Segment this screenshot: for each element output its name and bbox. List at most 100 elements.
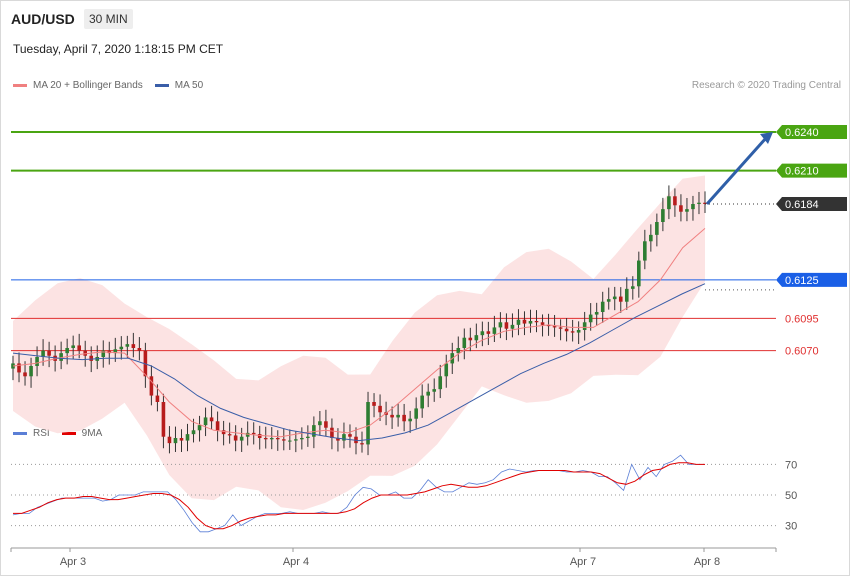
level-label-1: 0.6210	[785, 166, 819, 178]
level-tag-2	[776, 272, 847, 287]
rsi-tick-1: 50	[785, 490, 797, 502]
level-label-2: 0.6125	[785, 275, 819, 287]
candle-body	[300, 438, 304, 440]
candle-body	[197, 425, 202, 431]
candle-body	[630, 286, 635, 289]
candle-body	[173, 438, 178, 444]
candle-body	[438, 376, 443, 390]
candle-body	[456, 348, 461, 354]
rsi-tick-2: 30	[785, 521, 797, 533]
candle-body	[492, 327, 497, 334]
candle-body	[281, 439, 286, 441]
candle-body	[673, 196, 677, 206]
candle-body	[444, 363, 449, 377]
legend-ma20-label: MA 20 + Bollinger Bands	[33, 80, 143, 91]
candle-body	[462, 337, 467, 348]
candle-body	[661, 209, 665, 222]
candle-body	[552, 326, 557, 328]
candle-body	[245, 432, 250, 437]
candle-body	[35, 357, 39, 366]
candle-body	[504, 322, 509, 329]
candle-body	[71, 345, 75, 348]
candle-body	[618, 296, 623, 302]
candle-body	[540, 322, 545, 325]
candle-body	[378, 405, 382, 413]
ma20-line	[12, 228, 706, 438]
timeframe-badge[interactable]: 30 MIN	[84, 9, 133, 29]
candle-body	[161, 402, 166, 437]
candle-body	[167, 436, 172, 444]
legend-rsi-label: RSI	[33, 428, 50, 439]
candle-body	[703, 202, 707, 204]
candle-body	[606, 299, 611, 302]
level-label-0: 0.6240	[785, 127, 819, 139]
candle-body	[101, 350, 106, 357]
candle-body	[348, 434, 352, 437]
candle-body	[324, 421, 328, 428]
candle-body	[59, 353, 63, 361]
candle-body	[390, 414, 394, 418]
candle-body	[468, 337, 473, 341]
candle-body	[414, 408, 418, 419]
candle-body	[649, 234, 653, 242]
candle-body	[179, 438, 184, 441]
candle-body	[528, 321, 533, 324]
rsi-swatch	[13, 432, 27, 435]
candle-body	[366, 402, 370, 445]
symbol-title: AUD/USD	[11, 11, 75, 27]
bias-arrow-head	[760, 132, 773, 144]
candle-body	[643, 241, 647, 261]
candle-body	[251, 432, 256, 435]
candle-body	[546, 324, 551, 327]
candle-body	[685, 209, 689, 212]
candle-body	[516, 319, 521, 325]
legend-ma50-label: MA 50	[174, 80, 204, 91]
candle-body	[474, 335, 479, 341]
bollinger-band	[13, 175, 705, 510]
candle-body	[65, 348, 69, 354]
candle-body	[263, 438, 268, 440]
level-tag-0	[776, 125, 847, 139]
candle-body	[534, 321, 539, 323]
candle-body	[41, 350, 45, 357]
candle-body	[408, 418, 412, 422]
candle-body	[221, 430, 226, 435]
candle-body	[83, 350, 88, 356]
candle-body	[576, 330, 581, 333]
candle-body	[233, 435, 238, 441]
candle-body	[360, 443, 364, 445]
legend-9ma-label: 9MA	[81, 428, 103, 439]
candle-body	[396, 414, 400, 418]
candle-body	[17, 363, 21, 373]
candle-body	[125, 344, 130, 347]
candle-body	[522, 319, 527, 324]
candle-body	[480, 331, 485, 336]
candle-body	[23, 372, 27, 377]
candle-body	[372, 402, 376, 406]
candle-body	[215, 421, 220, 431]
price-legend: MA 20 + Bollinger Bands MA 50	[13, 80, 215, 91]
candle-body	[336, 438, 340, 441]
candle-body	[588, 314, 593, 323]
candle-body	[655, 222, 659, 235]
candle-body	[564, 328, 569, 332]
ma9-swatch	[61, 432, 76, 435]
ma50-swatch	[154, 84, 169, 87]
report-datetime: Tuesday, April 7, 2020 1:18:15 PM CET	[13, 42, 224, 56]
candle-body	[402, 414, 406, 422]
candle-body	[47, 350, 51, 356]
current-price-tag	[776, 197, 847, 211]
legend-rsi: RSI	[13, 428, 50, 439]
candle-body	[330, 427, 334, 438]
candle-body	[143, 350, 148, 377]
candle-body	[570, 331, 575, 333]
candle-body	[119, 346, 124, 350]
level-label-4: 0.6070	[785, 346, 819, 358]
research-credit: Research © 2020 Trading Central	[691, 80, 841, 91]
legend-9ma: 9MA	[61, 428, 103, 439]
candle-body	[342, 434, 346, 441]
candle-body	[318, 421, 322, 426]
candle-body	[275, 438, 280, 440]
candle-body	[679, 205, 683, 212]
candle-body	[227, 434, 232, 436]
